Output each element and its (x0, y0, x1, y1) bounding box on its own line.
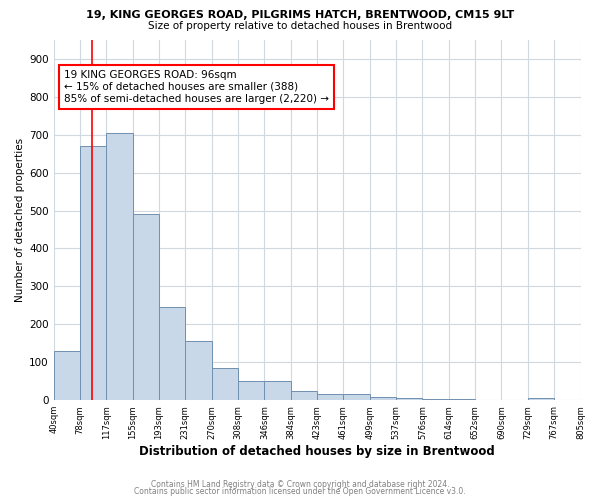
Text: 19, KING GEORGES ROAD, PILGRIMS HATCH, BRENTWOOD, CM15 9LT: 19, KING GEORGES ROAD, PILGRIMS HATCH, B… (86, 10, 514, 20)
Bar (53, 351, 80, 400)
Bar (370, 397, 396, 400)
Bar (291, 390, 317, 400)
Bar (80, 146, 106, 400)
Bar (396, 398, 422, 400)
Bar (133, 214, 159, 400)
Bar (106, 133, 133, 400)
Text: Contains HM Land Registry data © Crown copyright and database right 2024.: Contains HM Land Registry data © Crown c… (151, 480, 449, 489)
Bar (317, 394, 343, 400)
Text: Contains public sector information licensed under the Open Government Licence v3: Contains public sector information licen… (134, 487, 466, 496)
X-axis label: Distribution of detached houses by size in Brentwood: Distribution of detached houses by size … (139, 444, 495, 458)
Text: 19 KING GEORGES ROAD: 96sqm
← 15% of detached houses are smaller (388)
85% of se: 19 KING GEORGES ROAD: 96sqm ← 15% of det… (64, 70, 329, 104)
Bar (265, 381, 291, 400)
Bar (212, 368, 238, 400)
Bar (159, 307, 185, 400)
Y-axis label: Number of detached properties: Number of detached properties (15, 138, 25, 302)
Text: Size of property relative to detached houses in Brentwood: Size of property relative to detached ho… (148, 21, 452, 31)
Bar (528, 398, 554, 400)
Bar (238, 381, 265, 400)
Bar (185, 342, 212, 400)
Bar (343, 394, 370, 400)
Bar (422, 399, 449, 400)
